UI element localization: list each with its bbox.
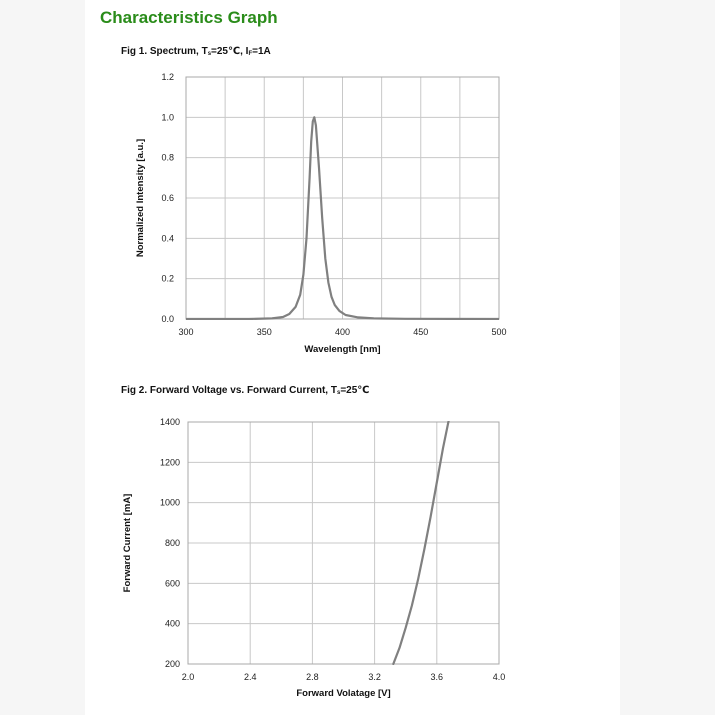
spectrum-series-line [186,116,499,320]
iv-y-tick-label: 400 [165,619,180,629]
iv-plot-frame [187,421,500,665]
spectrum-plot-frame [185,76,500,320]
spectrum-x-axis-label: Wavelength [nm] [304,344,380,355]
iv-x-tick-label: 2.0 [182,672,195,682]
spectrum-x-tick-label: 400 [335,327,350,337]
iv-y-tick-label: 1400 [160,417,180,427]
spectrum-x-tick-label: 300 [178,327,193,337]
iv-y-tick-label: 800 [165,538,180,548]
spectrum-x-tick-label: 450 [413,327,428,337]
iv-x-tick-label: 4.0 [493,672,506,682]
page-title: Characteristics Graph [100,8,278,27]
spectrum-y-tick-label: 1.0 [161,112,174,122]
spectrum-x-tick-label: 500 [491,327,506,337]
spectrum-y-tick-label: 0.8 [161,153,174,163]
fig2-title: Fig 2. Forward Voltage vs. Forward Curre… [121,385,370,396]
iv-y-tick-label: 600 [165,578,180,588]
iv-x-tick-label: 2.4 [244,672,257,682]
iv-y-tick-label: 200 [165,659,180,669]
iv-x-axis-label: Forward Volatage [V] [296,688,390,699]
iv-y-axis-label: Forward Current [mA] [122,494,133,593]
iv-series-line [392,421,450,665]
spectrum-y-tick-label: 1.2 [161,72,174,82]
iv-x-tick-label: 3.6 [431,672,444,682]
page-margin-left [0,0,85,715]
spectrum-y-tick-label: 0.4 [161,233,174,243]
iv-y-tick-label: 1200 [160,457,180,467]
iv-x-tick-label: 2.8 [306,672,319,682]
iv-x-tick-label: 3.2 [368,672,381,682]
spectrum-y-tick-label: 0.2 [161,274,174,284]
spectrum-x-tick-label: 350 [257,327,272,337]
spectrum-y-tick-label: 0.6 [161,193,174,203]
iv-y-tick-label: 1000 [160,498,180,508]
page-margin-right [620,0,715,715]
spectrum-y-tick-label: 0.0 [161,314,174,324]
fig1-title: Fig 1. Spectrum, Ts=25℃, IF=1A [121,46,271,57]
spectrum-y-axis-label: Normalized Intensity [a.u.] [135,139,146,257]
